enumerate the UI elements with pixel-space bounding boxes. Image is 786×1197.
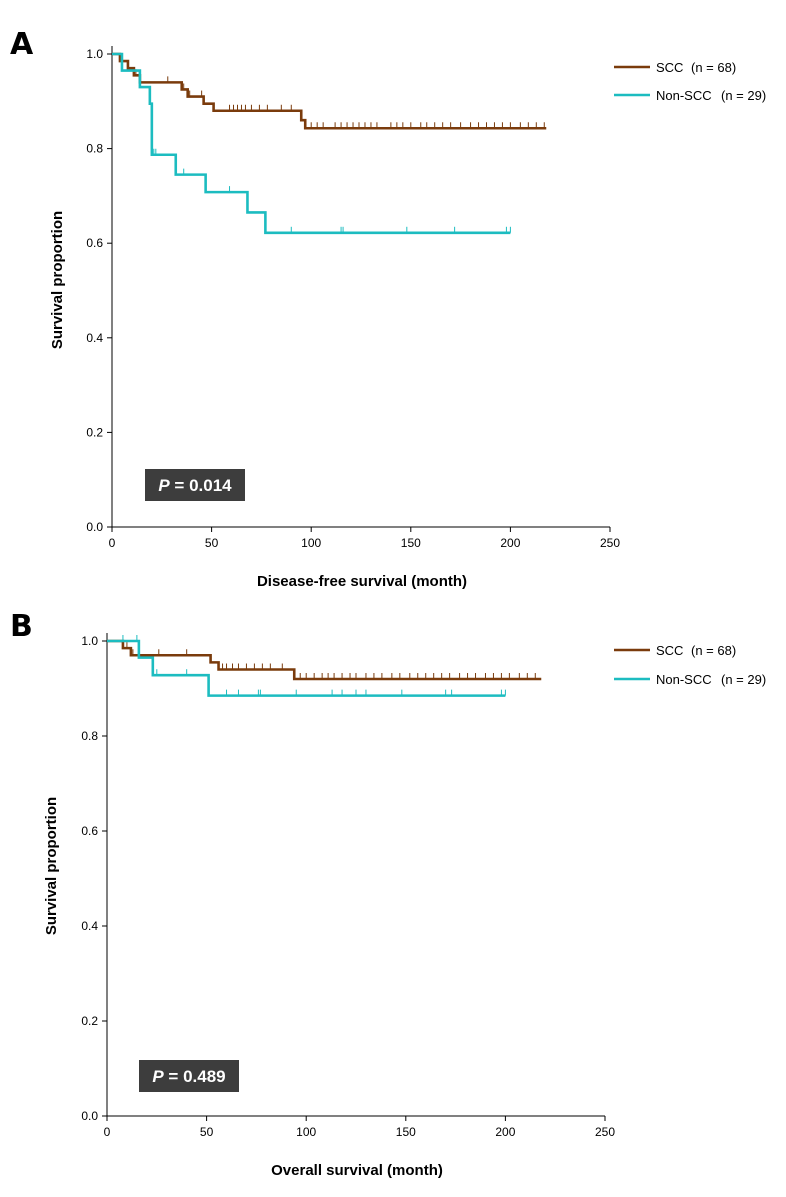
- plot-area-a: 0 50 100 150 200 250 0.0 0.2 0.4 0.6 0.8 1.0: [86, 46, 620, 550]
- p-value-box-b: P = 0.489: [139, 1060, 239, 1092]
- legend-b: SCC (n = 68) Non-SCC (n = 29): [614, 643, 766, 687]
- y-axis-title-b: Survival proportion: [43, 797, 60, 935]
- panel-letter-a: A: [10, 27, 34, 62]
- y-tick-label: 0.4: [81, 919, 98, 933]
- y-tick-label: 0.4: [86, 331, 103, 345]
- p-value-a: = 0.014: [170, 476, 232, 495]
- p-value-b: = 0.489: [164, 1067, 226, 1086]
- plot-area-b: 0 50 100 150 200 250 0.0 0.2 0.4 0.6 0.8 1.0: [81, 633, 615, 1139]
- x-tick-label: 50: [205, 536, 219, 550]
- legend-a: SCC (n = 68) Non-SCC (n = 29): [614, 60, 766, 103]
- x-tick-label: 100: [301, 536, 321, 550]
- p-label-b: P: [152, 1067, 164, 1086]
- y-tick-label: 0.2: [86, 425, 103, 439]
- panel-letter-b: B: [10, 609, 33, 644]
- x-tick-label: 200: [500, 536, 520, 550]
- x-tick-label: 100: [296, 1125, 316, 1139]
- y-tick-label: 0.6: [81, 824, 98, 838]
- y-tick-label: 1.0: [81, 634, 98, 648]
- series-line-scc-b: [107, 639, 542, 681]
- p-value-box-a: P = 0.014: [145, 469, 245, 501]
- x-tick-label: 0: [109, 536, 116, 550]
- legend-label-scc-a: SCC: [656, 60, 683, 75]
- x-tick-label: 200: [495, 1125, 515, 1139]
- x-tick-label: 150: [396, 1125, 416, 1139]
- y-tick-label: 0.8: [81, 729, 98, 743]
- y-tick-label: 0.0: [86, 520, 103, 534]
- y-tick-label: 0.0: [81, 1109, 98, 1123]
- legend-n-nonscc-b: (n = 29): [721, 672, 766, 687]
- x-axis-title-a: Disease-free survival (month): [257, 573, 467, 590]
- panel-a: A 0 50 100 150 200 250 0.0 0.2 0.4 0.6 0.8 1.0 Dise…: [10, 27, 766, 590]
- series-line-non-scc-a: [112, 52, 511, 235]
- legend-label-nonscc-b: Non-SCC: [656, 672, 712, 687]
- svg-text:P = 0.014: P = 0.014: [158, 476, 232, 495]
- p-label-a: P: [158, 476, 170, 495]
- x-tick-label: 0: [104, 1125, 111, 1139]
- y-axis-title-a: Survival proportion: [49, 211, 66, 349]
- legend-n-scc-b: (n = 68): [691, 643, 736, 658]
- legend-label-nonscc-a: Non-SCC: [656, 88, 712, 103]
- series-line-non-scc-b: [107, 639, 506, 697]
- panel-b: B 0 50 100 150 200 250 0.0 0.2 0.4 0.6 0.8 1.0 Over…: [10, 609, 766, 1179]
- legend-n-nonscc-a: (n = 29): [721, 88, 766, 103]
- legend-label-scc-b: SCC: [656, 643, 683, 658]
- y-tick-label: 0.8: [86, 142, 103, 156]
- y-tick-label: 0.6: [86, 236, 103, 250]
- y-tick-label: 1.0: [86, 47, 103, 61]
- legend-n-scc-a: (n = 68): [691, 60, 736, 75]
- x-tick-label: 150: [401, 536, 421, 550]
- x-axis-title-b: Overall survival (month): [271, 1162, 443, 1179]
- series-line-scc-a: [112, 52, 547, 130]
- y-tick-label: 0.2: [81, 1014, 98, 1028]
- svg-text:P = 0.489: P = 0.489: [152, 1067, 225, 1086]
- x-tick-label: 50: [200, 1125, 214, 1139]
- x-tick-label: 250: [600, 536, 620, 550]
- x-tick-label: 250: [595, 1125, 615, 1139]
